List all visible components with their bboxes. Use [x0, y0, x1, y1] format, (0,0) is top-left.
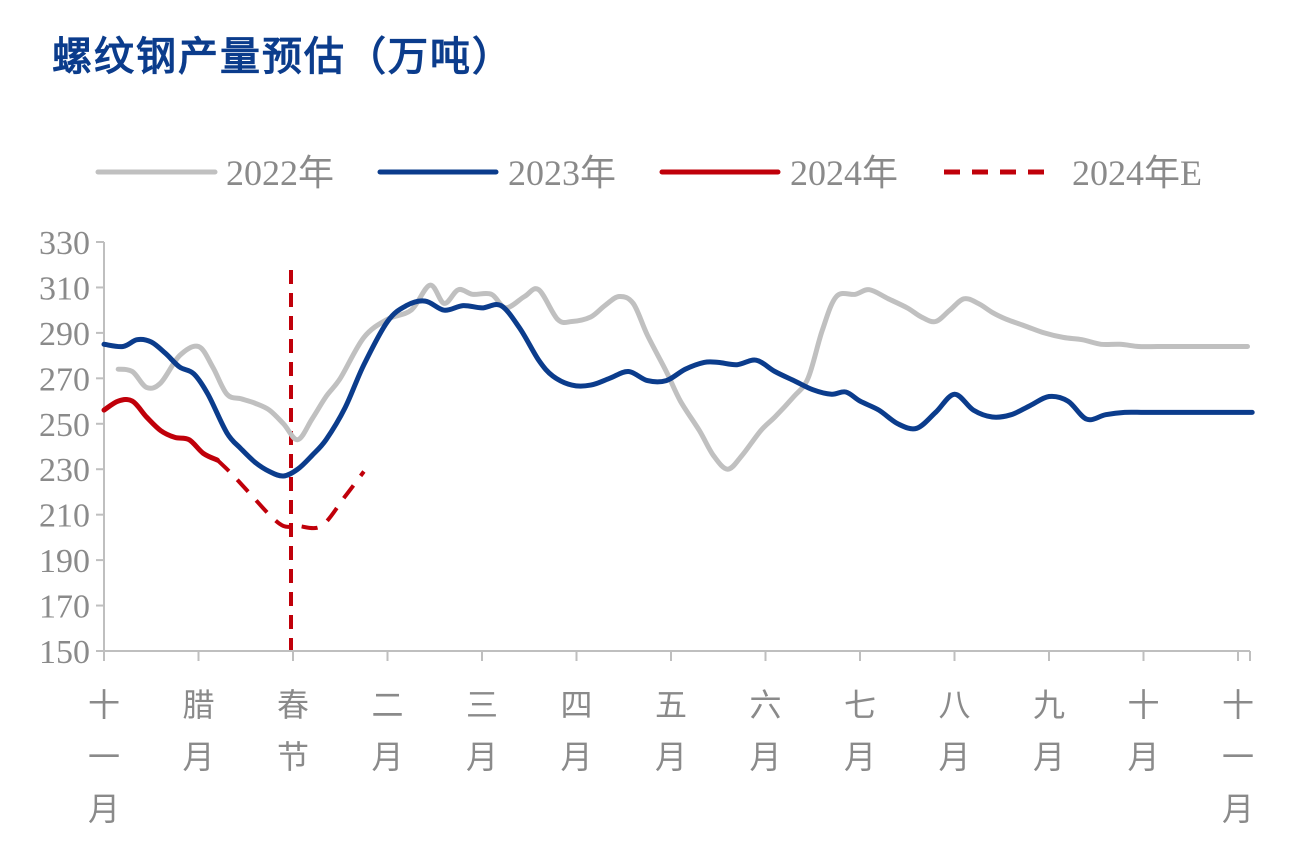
x-tick-label: 十一月 [1222, 686, 1254, 828]
chart-title: 螺纹钢产量预估（万吨） [52, 33, 514, 80]
y-tick-label: 250 [39, 407, 90, 444]
x-tick-label: 六月 [749, 686, 781, 776]
plot-area [101, 270, 1255, 650]
y-tick-label: 150 [39, 634, 90, 671]
legend-label-2: 2024年 [790, 153, 898, 193]
legend: 2022年 2023年 2024年 2024年E [95, 153, 1202, 193]
x-tick-label: 三月 [466, 686, 498, 776]
y-tick-label: 310 [39, 270, 90, 307]
y-tick-label: 230 [39, 452, 90, 489]
x-tick-label: 十一月 [88, 686, 120, 828]
y-tick-label: 290 [39, 316, 90, 353]
y-tick-label: 170 [39, 589, 90, 626]
legend-label-0: 2022年 [226, 153, 334, 193]
y-tick-label: 330 [39, 225, 90, 262]
x-tick-label: 腊月 [182, 686, 214, 776]
x-tick-label: 九月 [1033, 686, 1065, 776]
x-tick-label: 五月 [655, 686, 687, 776]
y-tick-label: 210 [39, 498, 90, 535]
y-tick-label: 190 [39, 543, 90, 580]
series-line-3 [216, 458, 366, 531]
series-line-1 [101, 298, 1255, 479]
x-tick-label: 四月 [560, 686, 592, 776]
legend-label-1: 2023年 [508, 153, 616, 193]
x-tick-label: 八月 [938, 686, 970, 776]
x-tick-label: 七月 [844, 686, 876, 776]
y-tick-label: 270 [39, 361, 90, 398]
x-tick-label: 十月 [1127, 686, 1159, 776]
x-tick-label: 二月 [371, 686, 403, 776]
series-line-2 [101, 396, 220, 463]
legend-label-3: 2024年E [1072, 153, 1202, 193]
series-line-0 [115, 282, 1250, 472]
axes: 150 170 190 210 230 250 270 290 310 330 十一月 腊月春节二月三… [39, 225, 1254, 828]
x-tick-label: 春节 [277, 686, 309, 776]
